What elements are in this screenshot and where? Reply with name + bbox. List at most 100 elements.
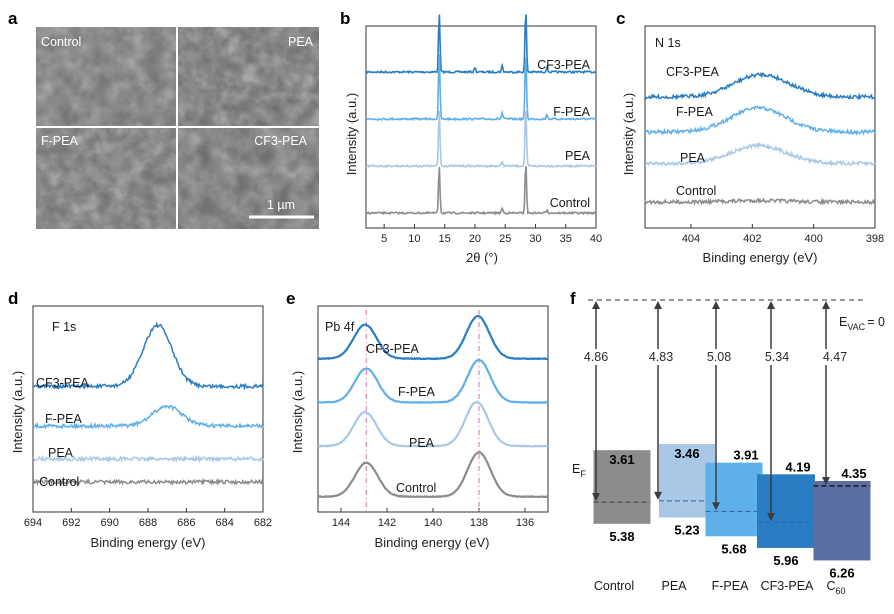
wf-arrow-head-bottom-pea: [654, 491, 662, 500]
series-label-b-pea: PEA: [565, 149, 591, 163]
plot-title-e: Pb 4f: [325, 320, 355, 334]
series-label-e-control: Control: [396, 481, 436, 495]
tick-label-d-ticks-4: 686: [177, 517, 195, 529]
sem-texture-control: [36, 27, 176, 126]
axis-ylabel-e: Intensity (a.u.): [290, 371, 305, 453]
panel-label-c: c: [616, 9, 625, 28]
axis-xlabel-d: Binding energy (eV): [91, 535, 206, 550]
band-bar-control: [593, 450, 651, 524]
axis-xlabel-e: Binding energy (eV): [375, 535, 490, 550]
vbm-value-c60: 6.26: [829, 565, 854, 580]
tick-label-d-ticks-5: 684: [215, 517, 233, 529]
axis-ylabel-c: Intensity (a.u.): [621, 93, 636, 175]
series-label-d-pea: PEA: [48, 446, 74, 460]
sem-texture-pea: [178, 27, 319, 126]
vbm-value-pea: 5.23: [674, 523, 699, 538]
wf-label-bg-cf3pea: [761, 349, 793, 365]
tick-label-b-ticks-3: 20: [469, 233, 481, 245]
vbm-value-fpea: 5.68: [721, 541, 746, 556]
tick-label-d-ticks-0: 694: [24, 517, 42, 529]
panel-label-f: f: [570, 289, 576, 308]
sem-label-fpea: F-PEA: [41, 134, 78, 148]
panel-label-d: d: [8, 289, 18, 308]
series-label-b-control: Control: [550, 196, 590, 210]
tick-label-b-ticks-4: 25: [499, 233, 511, 245]
tick-label-b-ticks-2: 15: [439, 233, 451, 245]
wf-arrow-head-bottom-fpea: [712, 502, 720, 511]
tick-label-b-ticks-5: 30: [529, 233, 541, 245]
axis-xlabel-b: 2θ (°): [466, 250, 498, 265]
fermi-label: EF: [572, 462, 586, 479]
tick-label-b-ticks-7: 40: [590, 233, 602, 245]
series-line-c-series-pea: [645, 141, 876, 167]
tick-group-d: 694 692 690 688 686 684 682: [24, 508, 272, 529]
tick-label-c-ticks-3: 398: [866, 233, 884, 245]
wf-arrow-head-top-c60: [822, 301, 830, 309]
series-line-b-series-fpea: [365, 54, 597, 122]
tick-label-d-ticks-6: 682: [254, 517, 272, 529]
axis-ylabel-d: Intensity (a.u.): [10, 371, 25, 453]
band-bar-c60: [813, 480, 871, 561]
vbm-value-cf3pea: 5.96: [773, 553, 798, 568]
series-label-b-fpea: F-PEA: [553, 105, 590, 119]
wf-value-cf3pea: 5.34: [765, 350, 789, 364]
series-line-e-series-cf3pea: [317, 314, 549, 361]
panel-label-b: b: [340, 9, 350, 28]
series-label-e-fpea: F-PEA: [398, 385, 435, 399]
series-line-e-series-pea: [317, 400, 549, 448]
wf-arrow-head-top-fpea: [712, 301, 720, 309]
series-group-b: [365, 14, 597, 216]
panel-label-e: e: [286, 289, 295, 308]
tick-label-c-ticks-0: 404: [682, 233, 700, 245]
wf-value-c60: 4.47: [823, 350, 847, 364]
sem-texture-fpea: [36, 128, 176, 229]
wf-label-bg-control: [580, 349, 612, 365]
tick-label-b-ticks-1: 10: [408, 233, 420, 245]
wf-arrow-head-bottom-c60: [822, 476, 830, 485]
series-line-b-series-control: [365, 166, 597, 216]
cbm-value-fpea: 3.91: [733, 448, 758, 463]
tick-group-e: 144 142 140 138 136: [332, 508, 534, 529]
series-line-d-series-cf3pea: [32, 321, 264, 391]
tick-label-e-ticks-0: 144: [332, 517, 350, 529]
tick-label-c-ticks-1: 402: [743, 233, 761, 245]
wf-label-bg-pea: [645, 349, 677, 365]
cbm-value-c60: 4.35: [841, 466, 866, 481]
tick-label-e-ticks-4: 136: [516, 517, 534, 529]
series-group-e: [317, 314, 549, 499]
tick-group-c: 404 402 400 398: [682, 224, 884, 245]
tick-label-c-ticks-2: 400: [804, 233, 822, 245]
series-line-c-series-cf3pea: [644, 71, 876, 101]
series-line-c-series-fpea: [644, 105, 876, 136]
plot-frame-c: [644, 25, 876, 229]
cbm-value-control: 3.61: [609, 452, 634, 467]
series-line-c-series-control: [644, 197, 876, 207]
tick-label-d-ticks-3: 688: [139, 517, 157, 529]
series-line-d-series-fpea: [32, 404, 264, 430]
series-line-e-series-fpea: [317, 359, 549, 404]
tick-label-d-ticks-1: 692: [62, 517, 80, 529]
vbm-value-control: 5.38: [609, 529, 634, 544]
wf-arrow-head-top-cf3pea: [767, 301, 775, 309]
series-line-d-series-pea: [32, 454, 264, 464]
series-line-b-series-pea: [365, 110, 597, 169]
sem-grid: Control PEA F-PEA CF3-PEA 1 µm: [36, 27, 319, 229]
cbm-value-cf3pea: 4.19: [785, 459, 810, 474]
axis-xlabel-c: Binding energy (eV): [703, 250, 818, 265]
wf-arrow-head-bottom-cf3pea: [767, 513, 775, 522]
series-line-e-series-control: [317, 451, 549, 499]
series-label-d-control: Control: [39, 475, 79, 489]
category-label-control: Control: [594, 579, 634, 593]
series-label-d-fpea: F-PEA: [45, 412, 82, 426]
tick-label-b-ticks-6: 35: [560, 233, 572, 245]
tick-label-b-ticks-0: 5: [381, 233, 387, 245]
tick-label-e-ticks-3: 138: [470, 517, 488, 529]
wf-value-control: 4.86: [584, 350, 608, 364]
series-label-b-cf3pea: CF3-PEA: [537, 58, 590, 72]
sem-label-cf3pea: CF3-PEA: [254, 134, 307, 148]
series-label-e-cf3pea: CF3-PEA: [366, 342, 419, 356]
band-bar-fpea: [705, 462, 763, 537]
series-label-c-fpea: F-PEA: [676, 105, 713, 119]
wf-value-pea: 4.83: [649, 350, 673, 364]
